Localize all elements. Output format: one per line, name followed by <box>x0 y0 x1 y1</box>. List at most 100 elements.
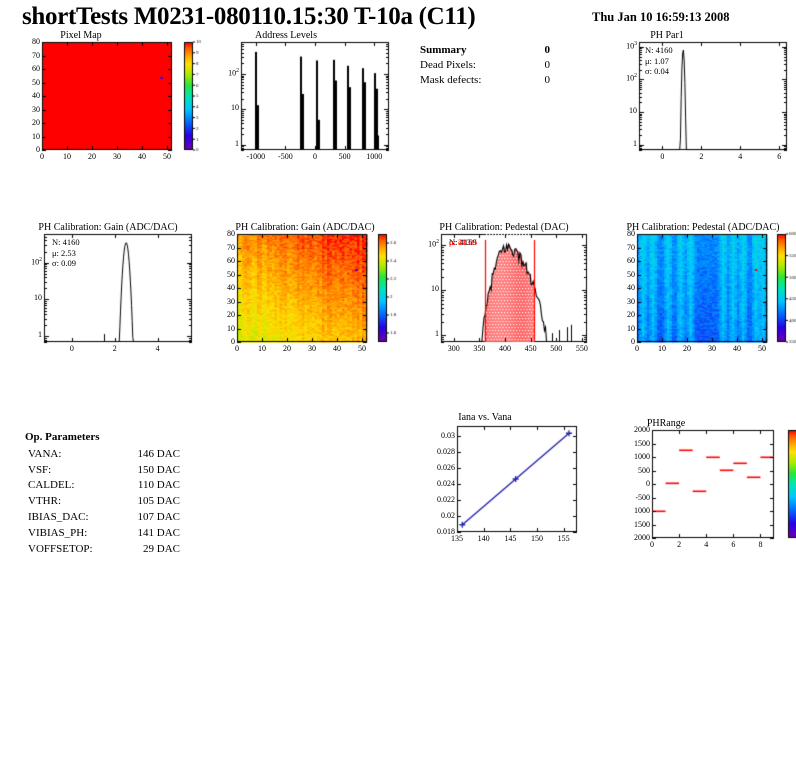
axis-tick-label: -500 <box>635 492 650 502</box>
axis-tick-label: 0 <box>313 152 317 161</box>
axis-tick-label: 20 <box>683 344 691 353</box>
stat-sigma: σ: 21.8 <box>449 237 473 247</box>
op-parameter-row: VSF: 150 DAC <box>25 463 180 479</box>
axis-tick-label: 30 <box>227 296 235 306</box>
summary-row-dead-pixels: Dead Pixels: 0 <box>420 58 550 73</box>
axis-tick-label: 0 <box>36 145 40 154</box>
axis-tick-label: 40 <box>32 91 40 100</box>
op-parameter-label: VTHR: <box>28 495 61 508</box>
plot-ph-range: PHRange024682000150010005000-50010001500… <box>604 418 796 558</box>
op-parameter-value: 110 DAC <box>137 479 180 492</box>
axis-tick-label: 0 <box>635 344 639 353</box>
axis-tick-label: 10 <box>231 103 239 113</box>
axis-tick-label: 30 <box>627 296 635 306</box>
axis-tick-label: 30 <box>708 344 716 353</box>
axis-tick-label: 70 <box>227 242 235 252</box>
axis-tick-label: 40 <box>138 152 146 161</box>
summary-heading-label: Summary <box>420 44 467 56</box>
axis-tick-label: 30 <box>113 152 121 161</box>
plot-pedestal-map: PH Calibration: Pedestal (ADC/DAC)010203… <box>609 222 796 357</box>
op-parameter-label: VOFFSETOP: <box>28 542 93 555</box>
axis-tick-label: 2 <box>677 540 682 549</box>
axis-tick-label: 80 <box>227 229 235 238</box>
axis-tick-label: 150 <box>531 534 543 543</box>
axis-tick-label: 6 <box>731 540 736 549</box>
axis-tick-label: 70 <box>627 242 635 252</box>
axis-tick-label: 40 <box>227 283 235 292</box>
summary-label: Dead Pixels: <box>420 59 476 71</box>
axis-tick-label: -500 <box>278 152 293 161</box>
axis-tick-label: 10 <box>34 293 42 303</box>
iana-vs-vana-canvas <box>409 412 599 557</box>
axis-tick-label: 1 <box>38 330 42 340</box>
axis-tick-label: 20 <box>32 118 40 127</box>
stat-mean: μ: 1.07 <box>645 55 669 66</box>
op-parameter-value: 107 DAC <box>137 510 180 523</box>
stat-mean: μ: 403.5 <box>449 237 478 247</box>
stat-entries: N: 4160 <box>52 237 80 247</box>
ph-par1-canvas <box>609 30 794 165</box>
axis-tick-label: 0.022 <box>437 494 455 504</box>
op-parameter-label: CALDEL: <box>28 479 75 492</box>
axis-tick-label: 0 <box>660 152 665 161</box>
axis-tick-label: 10 <box>227 323 235 333</box>
axis-tick-label: 1000 <box>634 506 650 515</box>
plot-pixel-map: Pixel Map0102030405001020304050607080 <box>14 30 204 165</box>
axis-tick-label: 8 <box>758 540 763 549</box>
ph-range-canvas <box>604 418 796 558</box>
axis-tick-label: 500 <box>550 344 563 353</box>
op-parameters-heading: Op. Parameters <box>25 431 100 443</box>
pedestal-map-canvas <box>609 222 796 357</box>
axis-tick-label: 2000 <box>634 425 650 434</box>
op-parameter-row: CALDEL: 110 DAC <box>25 478 180 494</box>
op-parameter-value: 141 DAC <box>137 526 180 539</box>
axis-tick-label: 1500 <box>634 519 650 529</box>
stat-mean: μ: 2.53 <box>52 247 76 258</box>
axis-tick-label: 550 <box>575 344 588 353</box>
axis-tick-label: 50 <box>227 269 235 279</box>
stat-box: N: 4160 μ: 2.53 σ: 0.09 <box>52 237 80 269</box>
plot-gain-map: PH Calibration: Gain (ADC/DAC)0102030405… <box>209 222 399 357</box>
axis-tick-label: 2000 <box>634 533 650 542</box>
axis-tick-label: 1 <box>633 138 637 148</box>
axis-tick-label: 103 <box>626 40 637 51</box>
op-parameter-label: VIBIAS_PH: <box>28 526 88 539</box>
axis-tick-label: 10 <box>63 152 71 161</box>
op-parameter-label: IBIAS_DAC: <box>28 510 89 523</box>
axis-tick-label: 40 <box>733 344 741 353</box>
axis-tick-label: 0 <box>69 344 74 353</box>
axis-tick-label: 20 <box>627 310 635 319</box>
axis-tick-label: 1 <box>235 138 239 148</box>
axis-tick-label: 70 <box>32 50 40 60</box>
axis-tick-label: 80 <box>32 37 40 46</box>
axis-tick-label: 10 <box>431 284 439 294</box>
summary-heading-value: 0 <box>544 44 551 56</box>
axis-tick-label: 10 <box>629 106 637 116</box>
op-parameter-label: VSF: <box>28 463 52 476</box>
axis-tick-label: 10 <box>627 323 635 333</box>
axis-tick-label: 0 <box>40 152 44 161</box>
axis-tick-label: 10 <box>258 344 266 353</box>
address-levels-canvas <box>209 30 399 165</box>
gain-hist-canvas <box>14 222 204 357</box>
op-parameter-row: IBIAS_DAC: 107 DAC <box>25 510 180 526</box>
axis-tick-label: 400 <box>499 344 512 353</box>
axis-tick-label: 40 <box>627 283 635 292</box>
axis-tick-label: 50 <box>32 77 40 87</box>
axis-tick-label: 2 <box>699 152 704 161</box>
axis-tick-label: 0 <box>235 344 239 353</box>
op-parameter-row: VANA: 146 DAC <box>25 447 180 463</box>
op-parameters-block: Op. Parameters VANA: 146 DAC VSF: 150 DA… <box>25 430 180 557</box>
timestamp: Thu Jan 10 16:59:13 2008 <box>592 10 730 24</box>
axis-tick-label: 0 <box>650 540 654 549</box>
axis-tick-label: 0.02 <box>441 510 455 520</box>
axis-tick-label: 10 <box>658 344 666 353</box>
op-parameter-row: VIBIAS_PH: 141 DAC <box>25 526 180 542</box>
summary-label: Mask defects: <box>420 74 482 86</box>
plot-gain-histogram: PH Calibration: Gain (ADC/DAC)024110102N… <box>14 222 204 357</box>
axis-tick-label: 0.024 <box>437 478 455 488</box>
page-title: shortTests M0231-080110.15:30 T-10a (C11… <box>22 3 476 30</box>
stat-sigma: σ: 0.04 <box>645 66 669 76</box>
axis-tick-label: 350 <box>473 344 486 353</box>
